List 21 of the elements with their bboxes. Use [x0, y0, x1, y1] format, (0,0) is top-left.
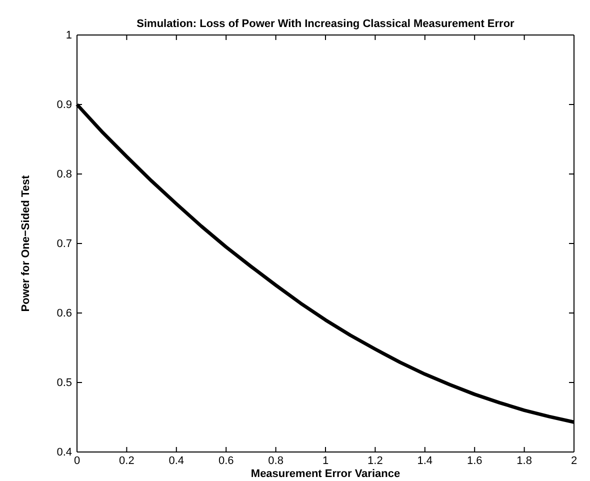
y-axis-title: Power for One−Sided Test	[20, 174, 32, 312]
x-tick-label: 1.6	[466, 454, 482, 467]
y-tick-label: 0.6	[56, 308, 72, 320]
x-tick-label: 0.8	[268, 454, 284, 467]
y-tick-label: 0.7	[56, 238, 72, 250]
x-tick-label: 1	[322, 454, 329, 467]
x-tick-label: 2	[570, 454, 578, 467]
y-tick-label: 1	[66, 30, 72, 42]
y-tick-label: 0.5	[56, 377, 72, 390]
x-tick-label: 0	[74, 454, 80, 467]
y-tick-label: 0.9	[56, 99, 72, 112]
x-tick-label: 1.8	[516, 454, 532, 467]
y-tick-label: 0.8	[56, 168, 72, 181]
y-tick-label: 0.4	[56, 446, 72, 459]
x-tick-label: 0.4	[168, 454, 184, 467]
x-tick-label: 1.2	[368, 454, 383, 467]
x-axis-title: Measurement Error Variance	[250, 468, 400, 480]
x-tick-label: 0.2	[119, 454, 134, 467]
chart-title: Simulation: Loss of Power With Increasing Classical Measurement Error	[136, 18, 516, 30]
x-tick-label: 1.4	[417, 454, 433, 467]
x-tick-label: 0.6	[218, 454, 234, 467]
